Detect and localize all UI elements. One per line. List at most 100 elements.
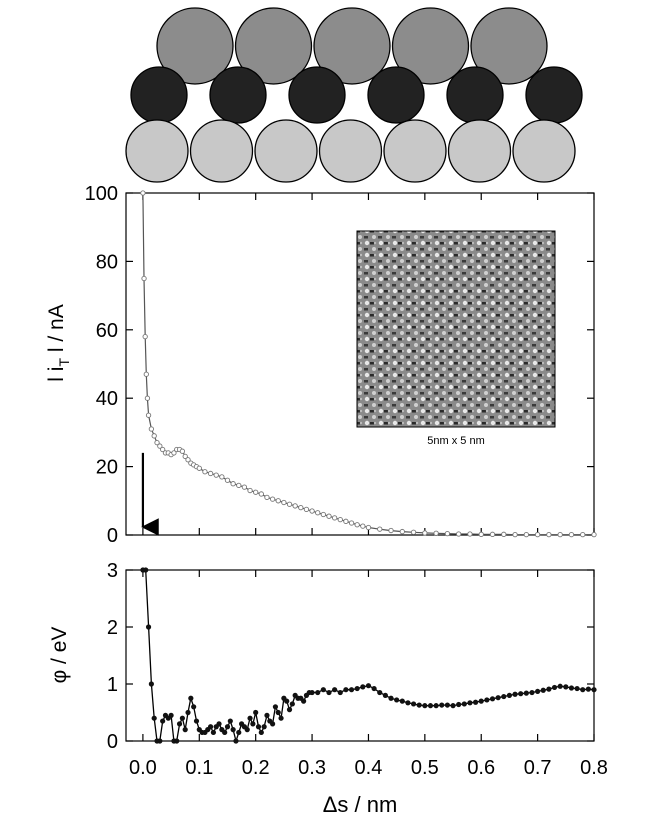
current-data-point <box>365 524 372 531</box>
work-function-data-point <box>574 685 580 692</box>
x-tick-label: 0.2 <box>242 757 270 779</box>
current-data-point <box>202 469 208 475</box>
current-data-point <box>258 491 264 497</box>
work-function-data-point <box>222 729 228 736</box>
work-function-data-point <box>230 727 236 733</box>
work-function-data-point <box>343 687 349 693</box>
work-function-data-point <box>174 738 180 744</box>
current-data-point <box>224 477 231 483</box>
current-data-point <box>264 494 270 501</box>
work-function-data-point <box>244 727 250 733</box>
current-data-point <box>281 499 287 506</box>
work-function-data-point <box>501 693 507 700</box>
work-function-y-label: φ / eV <box>48 627 71 684</box>
work-function-data-point <box>456 701 462 708</box>
current-data-point <box>207 470 214 477</box>
work-function-data-point <box>289 701 295 707</box>
current-data-point <box>343 518 349 524</box>
middle-row-sphere <box>209 66 267 124</box>
top-row-sphere <box>234 7 313 85</box>
current-chart-frame <box>125 192 595 536</box>
middle-row-sphere <box>288 66 346 124</box>
work-function-data-point <box>227 718 233 724</box>
work-function-data-point <box>151 715 157 721</box>
work-function-y-tick-label: 1 <box>107 674 118 696</box>
current-data-point <box>489 531 496 537</box>
work-function-data-point <box>224 724 231 730</box>
work-function-data-point <box>535 688 541 695</box>
work-function-data-point <box>207 724 214 730</box>
current-data-point <box>292 503 298 509</box>
x-tick-label: 0.8 <box>580 757 608 779</box>
work-function-data-point <box>489 696 496 702</box>
work-function-data-point <box>388 695 394 701</box>
work-function-data-point <box>332 687 338 693</box>
work-function-data-point <box>568 685 575 691</box>
bottom-row-sphere <box>447 119 512 183</box>
current-data-point <box>377 526 383 532</box>
current-data-point <box>151 433 157 439</box>
work-function-data-point <box>450 703 456 709</box>
current-data-point <box>144 395 151 401</box>
work-function-data-point <box>439 702 445 708</box>
current-data-point <box>523 532 529 538</box>
bottom-row-sphere <box>189 119 254 183</box>
current-data-point <box>253 489 259 495</box>
work-function-data-point <box>354 685 360 692</box>
current-data-point <box>154 440 160 446</box>
current-y-tick-label: 100 <box>85 183 118 205</box>
bottom-row-sphere <box>254 119 318 183</box>
work-function-data-point <box>261 724 267 730</box>
current-data-point <box>444 530 451 537</box>
current-data-point <box>557 532 563 538</box>
x-tick-label: 0.4 <box>355 757 383 779</box>
current-data-point <box>213 472 219 478</box>
current-data-point <box>315 510 321 516</box>
middle-row-sphere <box>525 66 583 124</box>
work-function-data-point <box>233 738 239 744</box>
current-data-point <box>160 446 166 453</box>
work-function-data-point <box>326 689 332 696</box>
work-function-data-point <box>557 683 563 689</box>
current-data-point <box>546 532 552 538</box>
work-function-data-point <box>551 684 558 691</box>
work-function-data-point <box>433 703 439 709</box>
current-y-label: l iT l / nA <box>45 304 72 381</box>
work-function-data-point <box>264 712 270 718</box>
work-function-data-point <box>427 703 434 709</box>
work-function-data-point <box>348 687 355 693</box>
top-row-sphere <box>391 7 470 85</box>
current-data-point <box>501 531 507 537</box>
work-function-data-point <box>546 686 552 692</box>
current-chart: 0 20 40 60 80 100 l iT l / nA 5nm x 5 nm <box>45 183 597 547</box>
bottom-row-sphere <box>383 119 447 183</box>
work-function-data-point <box>478 698 484 704</box>
work-function-data-point <box>337 689 343 696</box>
current-data-point <box>275 498 281 504</box>
work-function-data-point <box>284 698 290 704</box>
current-data-point <box>141 275 147 282</box>
current-data-point <box>354 522 360 528</box>
work-function-data-point <box>278 715 284 721</box>
x-tick-label: 0.0 <box>129 757 157 779</box>
work-function-data-point <box>160 718 166 724</box>
current-data-point <box>269 496 276 502</box>
work-function-data-point <box>236 729 242 736</box>
work-function-data-point <box>523 690 529 696</box>
current-data-point <box>512 532 518 538</box>
current-data-point <box>309 508 315 514</box>
work-function-data-point <box>301 698 307 704</box>
x-tick-label: 0.7 <box>524 757 552 779</box>
work-function-data-point <box>585 686 591 692</box>
current-data-point <box>534 532 541 538</box>
work-function-data-point <box>188 695 194 701</box>
x-tick-label: 0.1 <box>185 757 213 779</box>
work-function-data-point <box>247 715 253 721</box>
current-y-label-sub: T <box>56 358 72 367</box>
work-function-data-point <box>258 729 264 736</box>
work-function-data-point <box>410 701 417 707</box>
top-row-sphere <box>470 7 548 85</box>
work-function-data-point <box>253 709 259 716</box>
current-data-point <box>568 532 575 538</box>
work-function-data-point <box>270 721 276 727</box>
